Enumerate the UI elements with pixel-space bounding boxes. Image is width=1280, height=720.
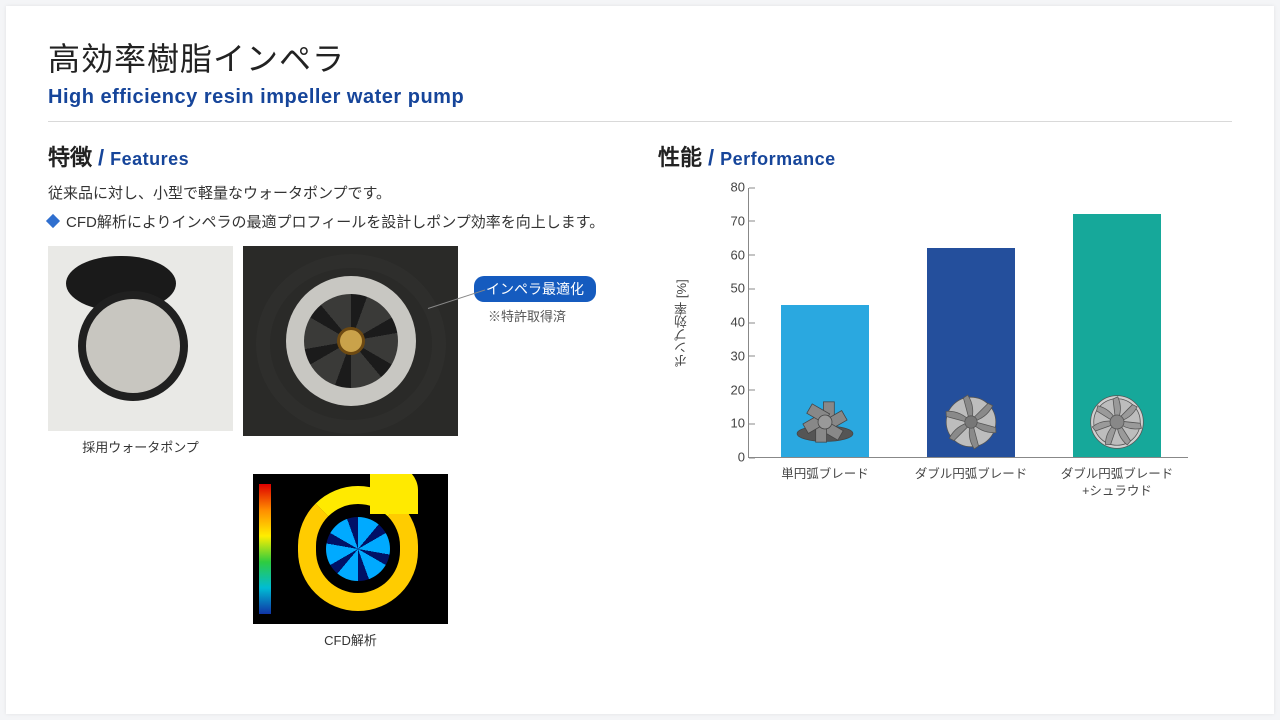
chart-ytick: 60 <box>715 247 745 262</box>
section-en: Performance <box>720 149 836 170</box>
performance-chart: ポンプ効率 [%] 01020304050607080単円弧ブレードダブル円弧ブ… <box>668 188 1208 518</box>
annotation: インペラ最適化 ※特許取得済 <box>474 276 596 325</box>
section-jp: 性能 <box>658 140 702 172</box>
chart-ytick: 50 <box>715 281 745 296</box>
image-area: 採用ウォータポンプ インペラ最適化 ※特許取得済 <box>48 246 628 649</box>
card: 高効率樹脂インペラ High efficiency resin impeller… <box>6 6 1274 714</box>
title-jp: 高効率樹脂インペラ <box>48 34 1232 80</box>
photo-impeller <box>243 246 458 436</box>
diamond-icon <box>46 214 60 228</box>
chart-ytick: 10 <box>715 416 745 431</box>
impeller-icon <box>786 391 864 453</box>
title-en: High efficiency resin impeller water pum… <box>48 86 1232 109</box>
badge-optimized: インペラ最適化 <box>474 276 596 302</box>
columns: 特徴 / Features 従来品に対し、小型で軽量なウォータポンプです。 CF… <box>48 140 1232 649</box>
chart-xlabel: ダブル円弧ブレード+シュラウド <box>1047 466 1187 500</box>
impeller-icon <box>932 391 1010 453</box>
cfd-image <box>253 474 448 624</box>
divider <box>48 121 1232 122</box>
chart-xlabel: 単円弧ブレード <box>755 466 895 483</box>
impeller-icon <box>1078 391 1156 453</box>
col-performance: 性能 / Performance ポンプ効率 [%] 0102030405060… <box>658 140 1232 649</box>
photo-pump <box>48 246 233 431</box>
chart-ytick: 0 <box>715 450 745 465</box>
cfd-caption: CFD解析 <box>243 630 458 649</box>
slash-icon: / <box>708 145 714 171</box>
col-features: 特徴 / Features 従来品に対し、小型で軽量なウォータポンプです。 CF… <box>48 140 628 649</box>
chart-ytick: 80 <box>715 180 745 195</box>
section-head-performance: 性能 / Performance <box>658 140 1232 172</box>
chart-plot: 01020304050607080単円弧ブレードダブル円弧ブレードダブル円弧ブレ… <box>748 188 1188 458</box>
patent-note: ※特許取得済 <box>488 306 596 325</box>
chart-ytick: 20 <box>715 382 745 397</box>
photo1-caption: 採用ウォータポンプ <box>48 437 233 456</box>
section-jp: 特徴 <box>48 140 92 172</box>
section-head-features: 特徴 / Features <box>48 140 628 172</box>
photo1-wrap: 採用ウォータポンプ <box>48 246 233 456</box>
bullet-text: CFD解析によりインペラの最適プロフィールを設計しポンプ効率を向上します。 <box>66 211 604 232</box>
section-en: Features <box>110 149 189 170</box>
image-row-1: 採用ウォータポンプ インペラ最適化 ※特許取得済 <box>48 246 628 456</box>
chart-ylabel: ポンプ効率 [%] <box>672 279 691 366</box>
slash-icon: / <box>98 145 104 171</box>
chart-ytick: 70 <box>715 213 745 228</box>
cfd-wrap: CFD解析 <box>243 474 458 649</box>
chart-xlabel: ダブル円弧ブレード <box>901 466 1041 483</box>
chart-ytick: 40 <box>715 315 745 330</box>
features-lead: 従来品に対し、小型で軽量なウォータポンプです。 <box>48 182 628 203</box>
chart-ytick: 30 <box>715 348 745 363</box>
photo2-wrap <box>243 246 458 436</box>
features-bullet: CFD解析によりインペラの最適プロフィールを設計しポンプ効率を向上します。 <box>48 211 628 232</box>
